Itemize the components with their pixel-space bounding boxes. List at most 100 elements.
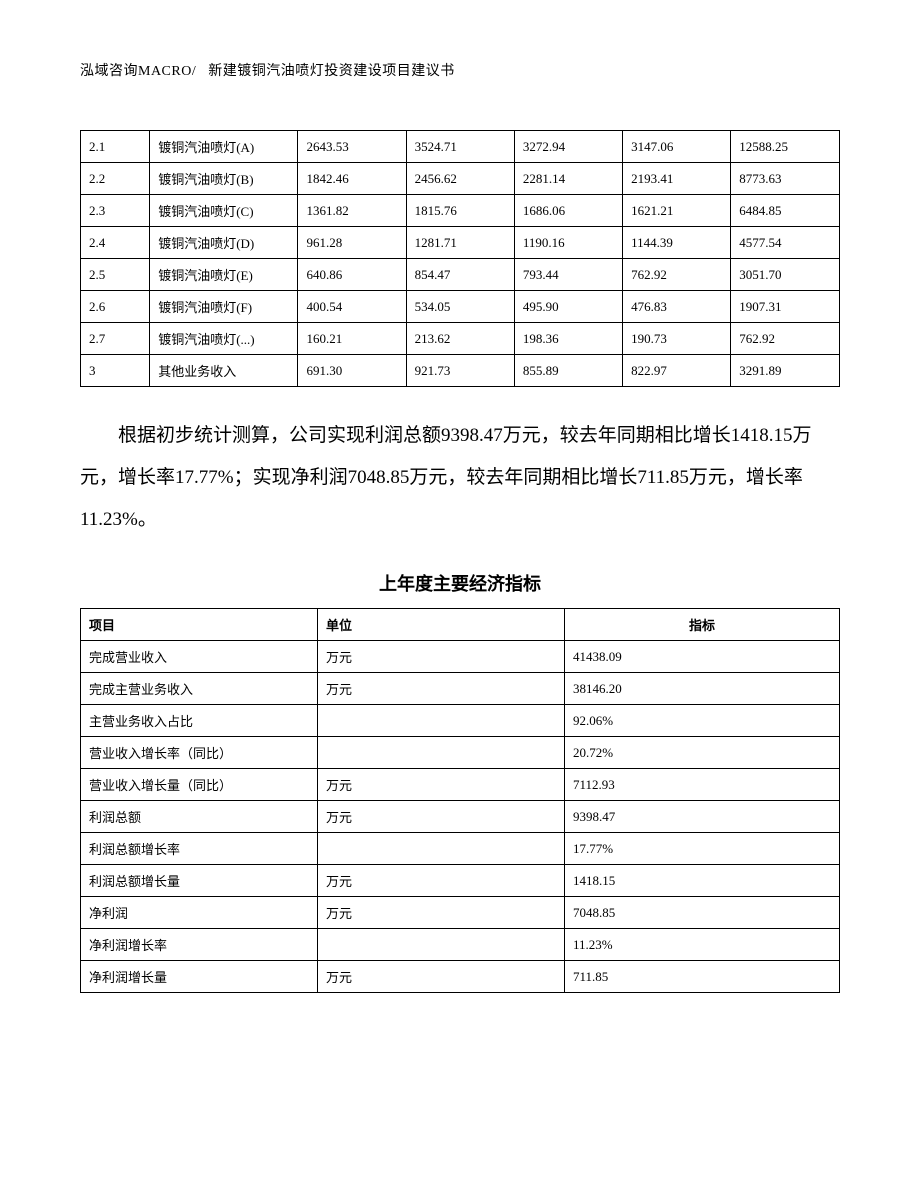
cell: 3524.71	[406, 131, 514, 163]
cell: 17.77%	[565, 833, 840, 865]
cell: 利润总额增长率	[81, 833, 318, 865]
page-header: 泓域咨询MACRO/ 新建镀铜汽油喷灯投资建设项目建议书	[80, 60, 840, 80]
cell: 营业收入增长率（同比）	[81, 737, 318, 769]
table-row: 2.3 镀铜汽油喷灯(C) 1361.82 1815.76 1686.06 16…	[81, 195, 840, 227]
cell: 92.06%	[565, 705, 840, 737]
table-row: 完成主营业务收入 万元 38146.20	[81, 673, 840, 705]
cell: 711.85	[565, 961, 840, 993]
cell: 2281.14	[514, 163, 622, 195]
cell: 镀铜汽油喷灯(E)	[150, 259, 298, 291]
table-row: 主营业务收入占比 92.06%	[81, 705, 840, 737]
table-row: 2.1 镀铜汽油喷灯(A) 2643.53 3524.71 3272.94 31…	[81, 131, 840, 163]
table-row: 净利润 万元 7048.85	[81, 897, 840, 929]
cell: 198.36	[514, 323, 622, 355]
cell: 万元	[318, 961, 565, 993]
cell: 921.73	[406, 355, 514, 387]
cell: 1361.82	[298, 195, 406, 227]
cell: 1144.39	[623, 227, 731, 259]
cell: 11.23%	[565, 929, 840, 961]
cell: 1281.71	[406, 227, 514, 259]
cell: 镀铜汽油喷灯(...)	[150, 323, 298, 355]
cell: 6484.85	[731, 195, 840, 227]
col-header: 单位	[318, 609, 565, 641]
cell: 3147.06	[623, 131, 731, 163]
cell: 640.86	[298, 259, 406, 291]
document-page: 泓域咨询MACRO/ 新建镀铜汽油喷灯投资建设项目建议书 2.1 镀铜汽油喷灯(…	[0, 0, 920, 1053]
cell: 主营业务收入占比	[81, 705, 318, 737]
cell: 净利润增长率	[81, 929, 318, 961]
cell: 2.6	[81, 291, 150, 323]
cell: 2.4	[81, 227, 150, 259]
cell: 7112.93	[565, 769, 840, 801]
table-row: 营业收入增长量（同比） 万元 7112.93	[81, 769, 840, 801]
table-row: 2.2 镀铜汽油喷灯(B) 1842.46 2456.62 2281.14 21…	[81, 163, 840, 195]
table-row: 利润总额增长量 万元 1418.15	[81, 865, 840, 897]
cell: 营业收入增长量（同比）	[81, 769, 318, 801]
cell: 1686.06	[514, 195, 622, 227]
cell: 2.7	[81, 323, 150, 355]
cell: 41438.09	[565, 641, 840, 673]
cell: 3291.89	[731, 355, 840, 387]
cell: 利润总额增长量	[81, 865, 318, 897]
cell: 完成主营业务收入	[81, 673, 318, 705]
cell: 961.28	[298, 227, 406, 259]
cell: 793.44	[514, 259, 622, 291]
cell: 495.90	[514, 291, 622, 323]
cell: 1842.46	[298, 163, 406, 195]
cell: 762.92	[623, 259, 731, 291]
cell: 213.62	[406, 323, 514, 355]
cell: 万元	[318, 865, 565, 897]
cell	[318, 833, 565, 865]
cell: 镀铜汽油喷灯(D)	[150, 227, 298, 259]
cell: 2.2	[81, 163, 150, 195]
cell: 镀铜汽油喷灯(F)	[150, 291, 298, 323]
economic-indicators-table: 项目 单位 指标 完成营业收入 万元 41438.09 完成主营业务收入 万元 …	[80, 608, 840, 993]
cell: 7048.85	[565, 897, 840, 929]
header-right: 新建镀铜汽油喷灯投资建设项目建议书	[208, 64, 455, 79]
cell: 其他业务收入	[150, 355, 298, 387]
cell: 3272.94	[514, 131, 622, 163]
cell: 160.21	[298, 323, 406, 355]
cell: 854.47	[406, 259, 514, 291]
cell: 38146.20	[565, 673, 840, 705]
table-row: 净利润增长率 11.23%	[81, 929, 840, 961]
cell: 400.54	[298, 291, 406, 323]
cell: 净利润	[81, 897, 318, 929]
cell: 1190.16	[514, 227, 622, 259]
cell: 镀铜汽油喷灯(C)	[150, 195, 298, 227]
cell: 1815.76	[406, 195, 514, 227]
header-left: 泓域咨询MACRO/	[80, 64, 196, 79]
col-header: 项目	[81, 609, 318, 641]
cell: 1907.31	[731, 291, 840, 323]
cell: 利润总额	[81, 801, 318, 833]
cell: 3051.70	[731, 259, 840, 291]
cell: 2.1	[81, 131, 150, 163]
cell: 534.05	[406, 291, 514, 323]
table-row: 利润总额 万元 9398.47	[81, 801, 840, 833]
cell: 2193.41	[623, 163, 731, 195]
cell	[318, 705, 565, 737]
cell	[318, 929, 565, 961]
product-revenue-table: 2.1 镀铜汽油喷灯(A) 2643.53 3524.71 3272.94 31…	[80, 130, 840, 387]
cell: 2.5	[81, 259, 150, 291]
cell	[318, 737, 565, 769]
cell: 9398.47	[565, 801, 840, 833]
table-row: 2.6 镀铜汽油喷灯(F) 400.54 534.05 495.90 476.8…	[81, 291, 840, 323]
cell: 822.97	[623, 355, 731, 387]
table-row: 完成营业收入 万元 41438.09	[81, 641, 840, 673]
cell: 万元	[318, 769, 565, 801]
cell: 8773.63	[731, 163, 840, 195]
cell: 万元	[318, 897, 565, 929]
cell: 691.30	[298, 355, 406, 387]
cell: 1621.21	[623, 195, 731, 227]
cell: 476.83	[623, 291, 731, 323]
cell: 12588.25	[731, 131, 840, 163]
cell: 净利润增长量	[81, 961, 318, 993]
cell: 4577.54	[731, 227, 840, 259]
cell: 万元	[318, 801, 565, 833]
cell: 855.89	[514, 355, 622, 387]
table1-body: 2.1 镀铜汽油喷灯(A) 2643.53 3524.71 3272.94 31…	[81, 131, 840, 387]
cell: 完成营业收入	[81, 641, 318, 673]
cell: 镀铜汽油喷灯(A)	[150, 131, 298, 163]
table-row: 3 其他业务收入 691.30 921.73 855.89 822.97 329…	[81, 355, 840, 387]
